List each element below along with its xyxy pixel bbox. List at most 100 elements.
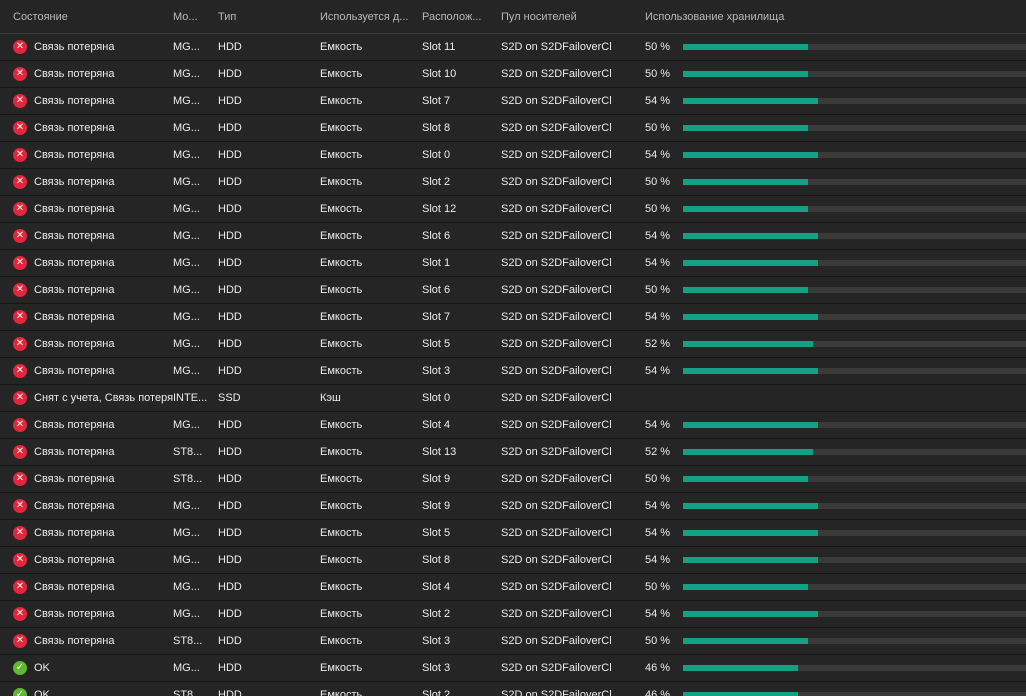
status-cell: ✕ Связь потеряна (0, 445, 173, 459)
type-cell: HDD (218, 527, 242, 539)
usage-cell: Емкость (320, 122, 363, 134)
table-row[interactable]: ✕ Связь потеряна MG... HDD Емкость Slot 7 S2D … (0, 88, 1026, 115)
location-cell: Slot 2 (422, 689, 451, 696)
pool-cell: S2D on S2DFailoverCl (501, 284, 612, 296)
location-cell: Slot 6 (422, 230, 451, 242)
storage-usage-bar-fill (683, 98, 819, 104)
storage-usage-bar-fill (683, 233, 819, 239)
usage-cell: Кэш (320, 392, 341, 404)
error-icon: ✕ (13, 337, 27, 351)
column-header-storage-usage[interactable]: Использование хранилища (645, 10, 785, 23)
error-icon: ✕ (13, 229, 27, 243)
error-icon: ✕ (13, 283, 27, 297)
model-cell: MG... (173, 527, 200, 539)
status-text: Связь потеряна (34, 554, 115, 566)
type-cell: HDD (218, 581, 242, 593)
status-text: Связь потеряна (34, 284, 115, 296)
status-cell: ✕ Связь потеряна (0, 607, 173, 621)
type-cell: HDD (218, 95, 242, 107)
error-icon: ✕ (13, 202, 27, 216)
table-row[interactable]: ✕ Связь потеряна ST8... HDD Емкость Slot 9 S2D… (0, 466, 1026, 493)
table-row[interactable]: ✕ Связь потеряна MG... HDD Емкость Slot 8 S2D … (0, 547, 1026, 574)
storage-usage-bar (683, 449, 1026, 455)
status-cell: ✕ Связь потеряна (0, 499, 173, 513)
column-header-status[interactable]: Состояние (13, 10, 68, 23)
table-row[interactable]: ✕ Связь потеряна MG... HDD Емкость Slot 2 S2D … (0, 169, 1026, 196)
storage-usage-bar-fill (683, 44, 809, 50)
table-row[interactable]: ✕ Связь потеряна MG... HDD Емкость Slot 9 S2D … (0, 493, 1026, 520)
table-row[interactable]: ✕ Связь потеряна MG... HDD Емкость Slot 2 S2D … (0, 601, 1026, 628)
status-cell: ✕ Связь потеряна (0, 337, 173, 351)
model-cell: MG... (173, 203, 200, 215)
location-cell: Slot 1 (422, 257, 451, 269)
storage-usage-bar (683, 206, 1026, 212)
storage-usage-bar (683, 179, 1026, 185)
location-cell: Slot 4 (422, 419, 451, 431)
table-row[interactable]: ✕ Связь потеряна MG... HDD Емкость Slot 0 S2D … (0, 142, 1026, 169)
pool-cell: S2D on S2DFailoverCl (501, 662, 612, 674)
table-row[interactable]: ✓ OK MG... HDD Емкость Slot 3 S2D on S2DFailov… (0, 655, 1026, 682)
usage-cell: Емкость (320, 203, 363, 215)
storage-percent-label: 50 % (645, 581, 671, 593)
storage-usage-bar-fill (683, 422, 819, 428)
table-row[interactable]: ✕ Связь потеряна MG... HDD Емкость Slot 1 S2D … (0, 250, 1026, 277)
storage-usage-bar-fill (683, 341, 814, 347)
column-header-model[interactable]: Мо... (173, 10, 198, 23)
table-row[interactable]: ✕ Связь потеряна MG... HDD Емкость Slot 12 S2D… (0, 196, 1026, 223)
status-cell: ✕ Связь потеряна (0, 418, 173, 432)
table-row[interactable]: ✓ OK ST8... HDD Емкость Slot 2 S2D on S2DFailo… (0, 682, 1026, 696)
table-row[interactable]: ✕ Связь потеряна MG... HDD Емкость Slot 3 S2D … (0, 358, 1026, 385)
storage-usage-bar (683, 368, 1026, 374)
location-cell: Slot 11 (422, 41, 456, 53)
type-cell: HDD (218, 500, 242, 512)
status-text: Связь потеряна (34, 581, 115, 593)
table-row[interactable]: ✕ Связь потеряна MG... HDD Емкость Slot 7 S2D … (0, 304, 1026, 331)
status-text: Связь потеряна (34, 95, 115, 107)
model-cell: ST8... (173, 689, 203, 696)
storage-percent-label: 54 % (645, 365, 671, 377)
usage-cell: Емкость (320, 311, 363, 323)
table-row[interactable]: ✕ Связь потеряна MG... HDD Емкость Slot 5 S2D … (0, 520, 1026, 547)
error-icon: ✕ (13, 175, 27, 189)
storage-usage-cell (683, 530, 1026, 536)
storage-percent-label: 54 % (645, 500, 671, 512)
pool-cell: S2D on S2DFailoverCl (501, 689, 612, 696)
table-row[interactable]: ✕ Связь потеряна MG... HDD Емкость Slot 11 S2D… (0, 34, 1026, 61)
column-header-type[interactable]: Тип (218, 10, 237, 23)
pool-cell: S2D on S2DFailoverCl (501, 554, 612, 566)
storage-usage-bar-fill (683, 368, 819, 374)
table-row[interactable]: ✕ Связь потеряна ST8... HDD Емкость Slot 13 S2… (0, 439, 1026, 466)
storage-percent-label: 52 % (645, 338, 671, 350)
table-row[interactable]: ✕ Связь потеряна MG... HDD Емкость Slot 8 S2D … (0, 115, 1026, 142)
table-row[interactable]: ✕ Снят с учета, Связь потеряна INTE... SSD К… (0, 385, 1026, 412)
column-header-pool[interactable]: Пул носителей (501, 10, 577, 23)
pool-cell: S2D on S2DFailoverCl (501, 527, 612, 539)
storage-usage-cell (683, 233, 1026, 239)
storage-usage-bar (683, 314, 1026, 320)
status-cell: ✕ Связь потеряна (0, 40, 173, 54)
table-row[interactable]: ✕ Связь потеряна MG... HDD Емкость Slot 6 S2D … (0, 223, 1026, 250)
storage-usage-bar (683, 503, 1026, 509)
table-row[interactable]: ✕ Связь потеряна MG... HDD Емкость Slot 6 S2D … (0, 277, 1026, 304)
model-cell: MG... (173, 581, 200, 593)
storage-usage-bar-fill (683, 71, 809, 77)
table-row[interactable]: ✕ Связь потеряна MG... HDD Емкость Slot 4 S2D … (0, 574, 1026, 601)
status-cell: ✕ Связь потеряна (0, 526, 173, 540)
table-row[interactable]: ✕ Связь потеряна ST8... HDD Емкость Slot 3 S2D… (0, 628, 1026, 655)
status-text: Связь потеряна (34, 176, 115, 188)
status-text: OK (34, 689, 50, 696)
model-cell: MG... (173, 176, 200, 188)
column-header-usage[interactable]: Используется д... (320, 10, 409, 23)
storage-percent-label: 46 % (645, 689, 671, 696)
storage-usage-bar (683, 152, 1026, 158)
usage-cell: Емкость (320, 230, 363, 242)
storage-usage-cell (683, 584, 1026, 590)
table-row[interactable]: ✕ Связь потеряна MG... HDD Емкость Slot 4 S2D … (0, 412, 1026, 439)
storage-usage-bar-fill (683, 152, 819, 158)
location-cell: Slot 9 (422, 473, 451, 485)
table-row[interactable]: ✕ Связь потеряна MG... HDD Емкость Slot 5 S2D … (0, 331, 1026, 358)
column-header-location[interactable]: Располож... (422, 10, 482, 23)
usage-cell: Емкость (320, 338, 363, 350)
table-row[interactable]: ✕ Связь потеряна MG... HDD Емкость Slot 10 S2D… (0, 61, 1026, 88)
